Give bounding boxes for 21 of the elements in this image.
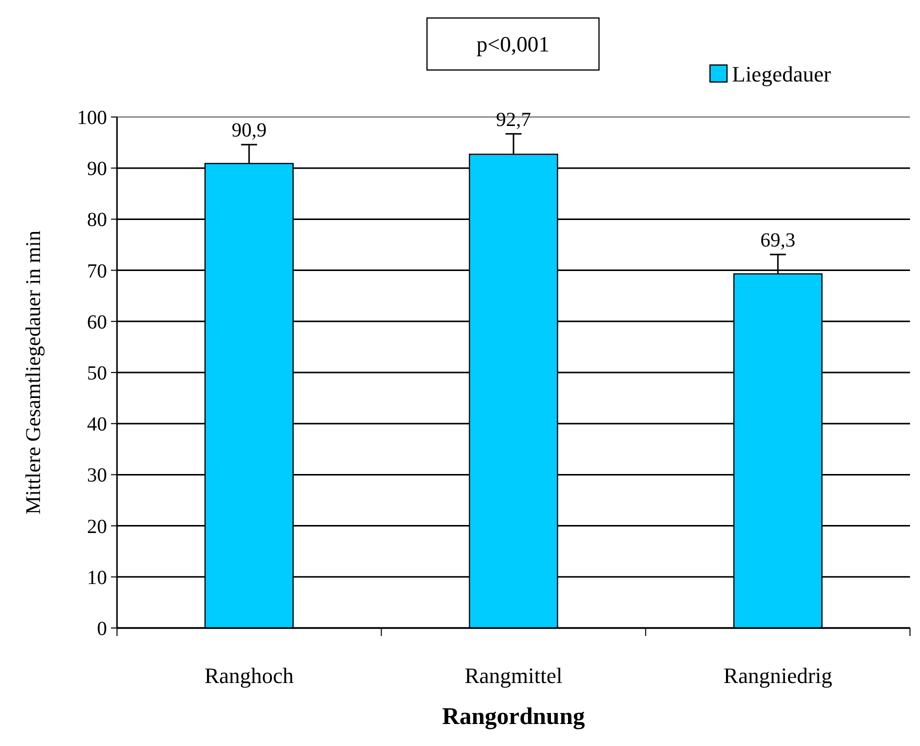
y-tick-label: 90	[87, 158, 107, 180]
data-label: 90,9	[232, 120, 267, 142]
x-tick-label: Ranghoch	[204, 663, 294, 688]
note-box: p<0,001	[426, 17, 600, 71]
y-tick-label: 0	[97, 618, 107, 640]
y-tick-label: 60	[87, 311, 107, 334]
y-tick-label: 10	[87, 566, 107, 589]
y-tick-label: 100	[77, 107, 107, 129]
y-axis-title: Mittlere Gesamtliegedauer in min	[21, 230, 45, 514]
y-tick-label: 80	[87, 209, 107, 232]
data-label: 92,7	[496, 108, 531, 131]
x-tick-label: Rangmittel	[464, 663, 562, 688]
y-tick-label: 30	[87, 464, 107, 487]
y-tick-label: 70	[87, 260, 107, 282]
x-axis-title: Rangordnung	[442, 704, 585, 730]
y-tick-label: 40	[87, 414, 107, 436]
y-tick-label: 20	[87, 516, 107, 538]
y-tick-label: 50	[87, 362, 107, 384]
x-tick-label: Rangniedrig	[724, 663, 832, 688]
legend-label: Liegedauer	[732, 62, 832, 87]
data-label: 69,3	[760, 229, 796, 252]
